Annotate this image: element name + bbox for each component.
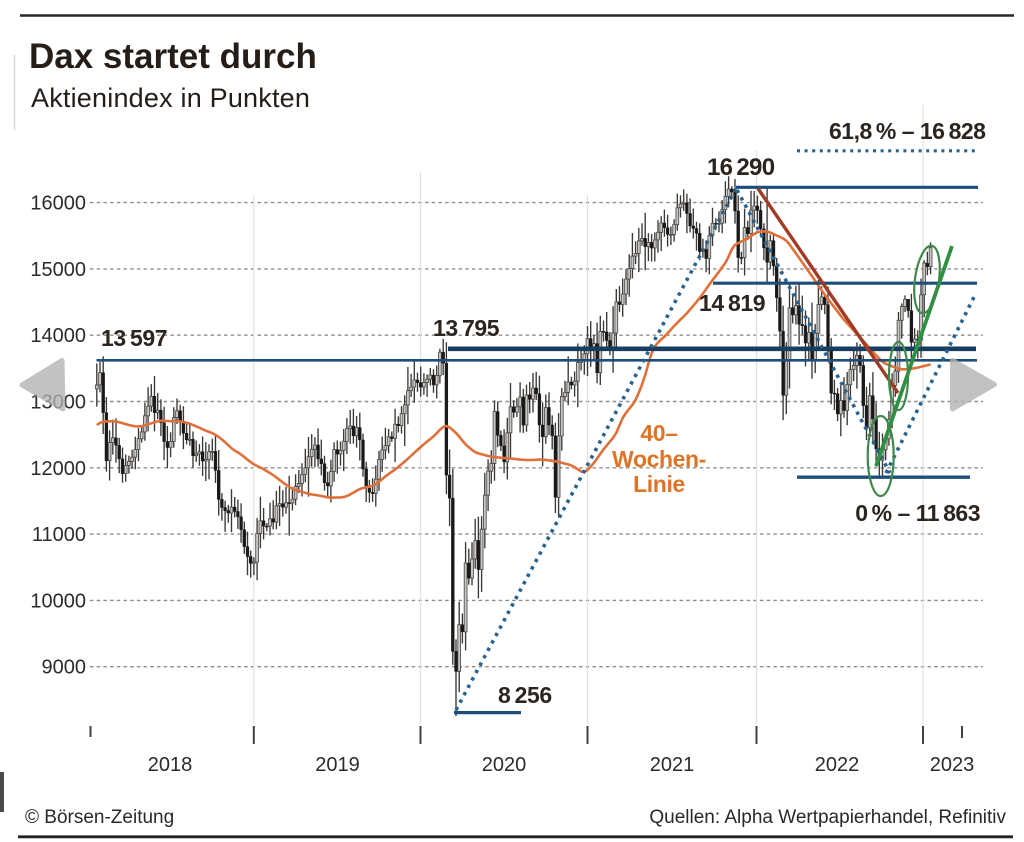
svg-text:2019: 2019 — [315, 754, 360, 776]
svg-text:11000: 11000 — [32, 524, 86, 546]
svg-text:8 256: 8 256 — [498, 682, 552, 708]
svg-text:16 290: 16 290 — [707, 154, 775, 181]
svg-text:2020: 2020 — [482, 754, 527, 776]
svg-text:Wochen-: Wochen- — [612, 446, 706, 472]
svg-text:40–: 40– — [640, 420, 678, 446]
svg-text:9000: 9000 — [42, 657, 87, 679]
svg-text:2022: 2022 — [815, 754, 860, 776]
svg-text:15000: 15000 — [30, 259, 86, 281]
svg-text:13 597: 13 597 — [101, 325, 167, 351]
svg-text:2023: 2023 — [930, 754, 975, 776]
svg-text:Dax startet durch: Dax startet durch — [29, 37, 317, 76]
svg-text:61,8 % – 16 828: 61,8 % – 16 828 — [829, 118, 986, 144]
svg-text:0 % – 11 863: 0 % – 11 863 — [855, 500, 980, 526]
svg-text:13 795: 13 795 — [433, 315, 500, 341]
svg-text:Aktienindex in Punkten: Aktienindex in Punkten — [31, 83, 310, 113]
svg-text:10000: 10000 — [30, 590, 86, 612]
svg-text:2018: 2018 — [148, 754, 193, 776]
svg-text:Quellen: Alpha Wertpapierhande: Quellen: Alpha Wertpapierhandel, Refinit… — [649, 807, 1006, 828]
svg-text:14000: 14000 — [30, 325, 86, 347]
svg-text:14 819: 14 819 — [699, 290, 765, 316]
svg-text:© Börsen-Zeitung: © Börsen-Zeitung — [25, 807, 174, 828]
svg-text:12000: 12000 — [30, 458, 86, 480]
svg-text:Linie: Linie — [633, 471, 685, 497]
svg-text:16000: 16000 — [30, 193, 86, 215]
svg-text:2021: 2021 — [650, 754, 695, 776]
